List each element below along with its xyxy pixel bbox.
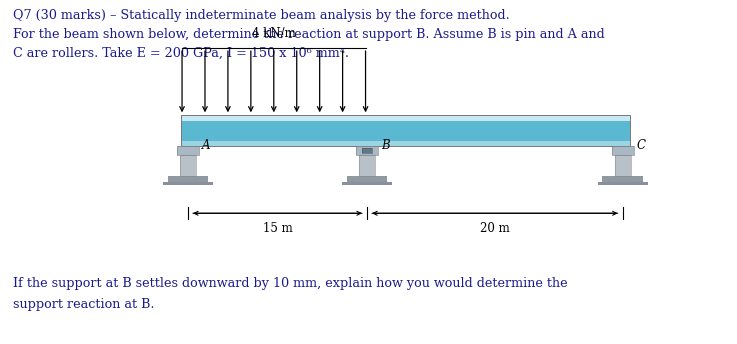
Bar — [181, 141, 630, 146]
Text: B: B — [381, 139, 390, 152]
Bar — [603, 176, 643, 182]
Bar — [359, 155, 375, 176]
Bar — [180, 155, 196, 176]
Bar — [356, 146, 378, 155]
Bar — [180, 155, 196, 176]
Bar — [356, 146, 378, 155]
Bar — [598, 182, 648, 185]
Bar — [346, 176, 388, 182]
Text: 20 m: 20 m — [480, 222, 510, 235]
Text: For the beam shown below, determine the reaction at support B. Assume B is pin a: For the beam shown below, determine the … — [13, 28, 605, 41]
Text: support reaction at B.: support reaction at B. — [13, 298, 155, 311]
Bar — [615, 155, 631, 176]
Bar — [342, 182, 392, 185]
Bar — [163, 182, 213, 185]
Text: C are rollers. Take E = 200 GPa, I = 150 x 10⁶ mm⁴.: C are rollers. Take E = 200 GPa, I = 150… — [13, 46, 349, 60]
Bar — [362, 148, 372, 153]
Bar — [177, 146, 199, 155]
Bar — [181, 115, 630, 121]
Text: C: C — [637, 139, 646, 152]
Text: Q7 (30 marks) – Statically indeterminate beam analysis by the force method.: Q7 (30 marks) – Statically indeterminate… — [13, 9, 510, 22]
Bar — [177, 146, 199, 155]
Text: If the support at B settles downward by 10 mm, explain how you would determine t: If the support at B settles downward by … — [13, 277, 568, 290]
Bar — [181, 115, 630, 146]
Text: 4 kN/m: 4 kN/m — [252, 26, 296, 40]
Bar — [615, 155, 631, 176]
Bar — [359, 155, 375, 176]
Bar — [168, 176, 209, 182]
Bar — [362, 148, 372, 153]
Bar — [612, 146, 634, 155]
Bar — [181, 121, 630, 141]
Text: A: A — [202, 139, 211, 152]
Text: 15 m: 15 m — [262, 222, 293, 235]
Bar — [612, 146, 634, 155]
